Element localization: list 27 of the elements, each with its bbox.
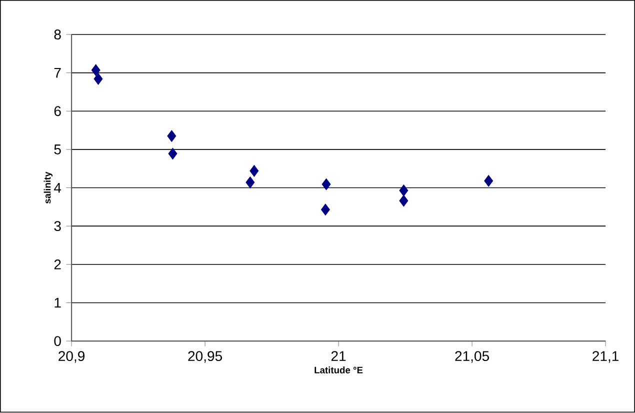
y-axis-title: salinity: [44, 172, 53, 204]
y-tick-label: 2: [54, 260, 61, 270]
point: [168, 148, 178, 160]
point: [94, 73, 103, 86]
x-tick-label: 20,9: [58, 351, 85, 363]
point: [399, 184, 408, 197]
y-tick-label: 0: [54, 336, 61, 346]
x-tick-label: 20,95: [188, 351, 222, 363]
y-tick-label: 6: [54, 106, 61, 116]
point: [246, 176, 255, 188]
y-tick-label: 8: [54, 30, 61, 40]
y-tick-label: 3: [54, 221, 61, 232]
y-tick-label: 4: [54, 183, 62, 193]
point: [320, 204, 330, 216]
point: [250, 165, 259, 177]
y-tick-label: 5: [54, 144, 61, 155]
x-axis-title: Latitude °E: [314, 366, 363, 374]
x-tick-label: 21,05: [455, 351, 489, 363]
point: [91, 64, 100, 76]
x-tick-label: 21,1: [592, 351, 618, 363]
y-tick-label: 7: [54, 68, 61, 78]
point: [399, 195, 408, 207]
point: [484, 175, 494, 187]
point: [167, 130, 176, 142]
y-tick-label: 1: [54, 298, 61, 308]
point: [322, 178, 331, 190]
x-tick-label: 21: [331, 351, 346, 362]
